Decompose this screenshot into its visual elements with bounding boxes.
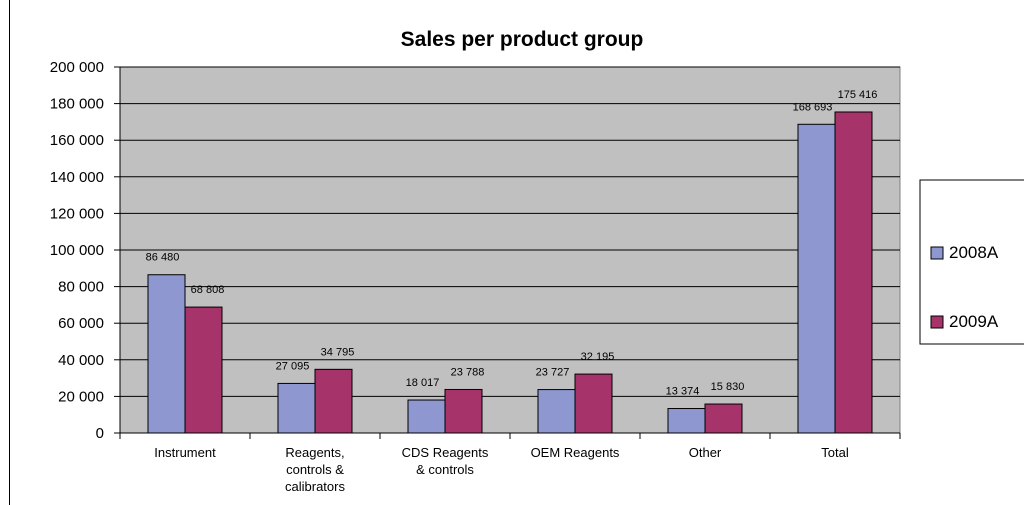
bar-2009a-1 <box>314 368 353 434</box>
chart-title: Sales per product group <box>401 28 644 51</box>
gridlines <box>120 66 900 397</box>
data-label: 23 727 <box>536 367 570 379</box>
legend-swatch <box>930 246 944 260</box>
data-label: 23 788 <box>451 366 485 378</box>
x-tick-label: Reagents, controls & calibrators <box>285 445 345 494</box>
y-tick-label: 120 000 <box>50 205 104 222</box>
y-tick-label: 180 000 <box>50 96 104 113</box>
legend-label: 2009A <box>949 312 999 331</box>
data-label: 34 795 <box>321 346 355 358</box>
x-tick-label: OEM Reagents <box>531 445 620 460</box>
y-tick-label: 140 000 <box>50 169 104 186</box>
bar-2008a-4 <box>667 408 706 434</box>
data-label: 68 808 <box>191 284 225 296</box>
x-tick-label: Other <box>689 445 722 460</box>
y-tick-labels: 0 20 000 40 000 60 000 80 000 100 000 120 000 1… <box>50 59 104 442</box>
bar-2008a-3 <box>537 389 576 434</box>
bar-2008a-1 <box>277 382 316 434</box>
x-tick-label: Total <box>821 445 849 460</box>
x-tick-label: Instrument <box>154 445 216 460</box>
legend: 2008A 2009A <box>919 179 1024 345</box>
y-tick-label: 160 000 <box>50 132 104 149</box>
bar-2009a-2 <box>444 388 483 434</box>
y-tick-label: 200 000 <box>50 59 104 76</box>
bar-2009a-4 <box>704 403 743 434</box>
data-label: 15 830 <box>711 381 745 393</box>
bar-2009a-5 <box>834 111 873 434</box>
bars <box>147 111 873 434</box>
y-tick-label: 0 <box>96 425 104 442</box>
data-label: 168 693 <box>793 101 833 113</box>
y-tick-label: 40 000 <box>58 352 104 369</box>
bar-2009a-3 <box>574 373 613 434</box>
legend-swatch <box>930 315 944 329</box>
data-label: 13 374 <box>666 386 700 398</box>
data-label: 27 095 <box>276 360 310 372</box>
y-tick-label: 80 000 <box>58 279 104 296</box>
y-tick-label: 60 000 <box>58 315 104 332</box>
data-label: 18 017 <box>406 377 440 389</box>
bar-2009a-0 <box>184 306 223 434</box>
bar-2008a-2 <box>407 399 446 434</box>
bar-2008a-5 <box>797 123 836 434</box>
y-tick-label: 100 000 <box>50 242 104 259</box>
data-label: 86 480 <box>146 252 180 264</box>
bar-2008a-0 <box>147 274 186 434</box>
data-label: 175 416 <box>838 89 878 101</box>
x-tick-label: CDS Reagents & controls <box>402 445 489 477</box>
axes <box>114 66 901 439</box>
data-labels: 86 480 68 808 27 095 34 795 18 017 23 788 23 7… <box>146 89 878 398</box>
x-tick-labels: Instrument Reagents, controls & calibrators… <box>154 445 849 494</box>
y-tick-label: 20 000 <box>58 388 104 405</box>
legend-label: 2008A <box>949 243 999 262</box>
data-label: 32 195 <box>581 351 615 363</box>
